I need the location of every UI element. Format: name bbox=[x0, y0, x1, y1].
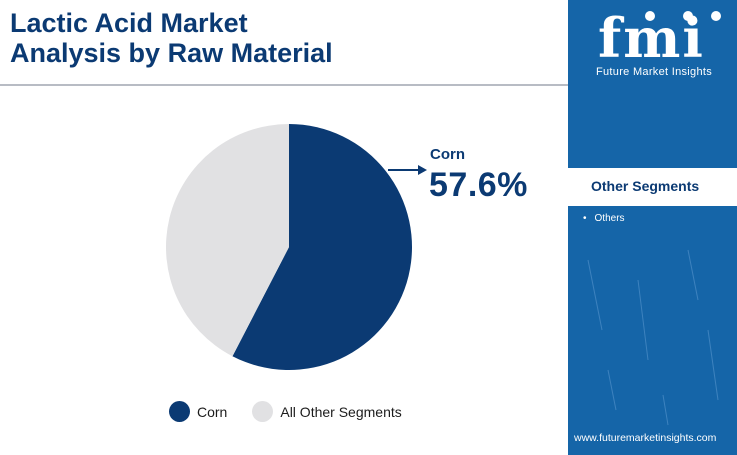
legend-swatch-other bbox=[252, 401, 274, 422]
legend-label-other: All Other Segments bbox=[280, 403, 402, 420]
title-line-1: Lactic Acid Market bbox=[10, 8, 248, 38]
sidebar-panel bbox=[568, 0, 737, 455]
legend-item-other: All Other Segments bbox=[252, 401, 402, 422]
pie-slice-corn bbox=[232, 124, 413, 370]
legend-item-corn: Corn bbox=[169, 401, 227, 422]
legend-label-corn: Corn bbox=[197, 403, 228, 420]
fmi-logo bbox=[645, 11, 721, 21]
callout-arrow bbox=[388, 165, 427, 175]
title-line-2: Analysis by Raw Material bbox=[10, 38, 333, 68]
legend-swatch-corn bbox=[169, 401, 190, 422]
title-divider bbox=[0, 84, 568, 86]
other-segments-item: • Others bbox=[583, 213, 625, 224]
pie-slice-all-other-segments bbox=[166, 124, 289, 357]
callout-value: 57.6% bbox=[429, 166, 528, 204]
page-title: Lactic Acid Market Analysis by Raw Mater… bbox=[10, 8, 550, 68]
chart-legend: Corn All Other Segments bbox=[169, 401, 427, 422]
logo-mark: fmi bbox=[598, 6, 705, 70]
website-link[interactable]: www.futuremarketinsights.com bbox=[574, 432, 717, 444]
other-segments-heading: Other Segments bbox=[591, 178, 700, 194]
other-segments-band bbox=[568, 168, 737, 206]
pie-chart bbox=[166, 124, 427, 370]
logo-subtitle: Future Market Insights bbox=[596, 66, 713, 78]
callout-label: Corn bbox=[430, 146, 465, 163]
bullet-icon: • bbox=[583, 213, 587, 224]
sidebar-texture bbox=[587, 249, 719, 426]
other-segments-item-label: Others bbox=[594, 213, 625, 224]
